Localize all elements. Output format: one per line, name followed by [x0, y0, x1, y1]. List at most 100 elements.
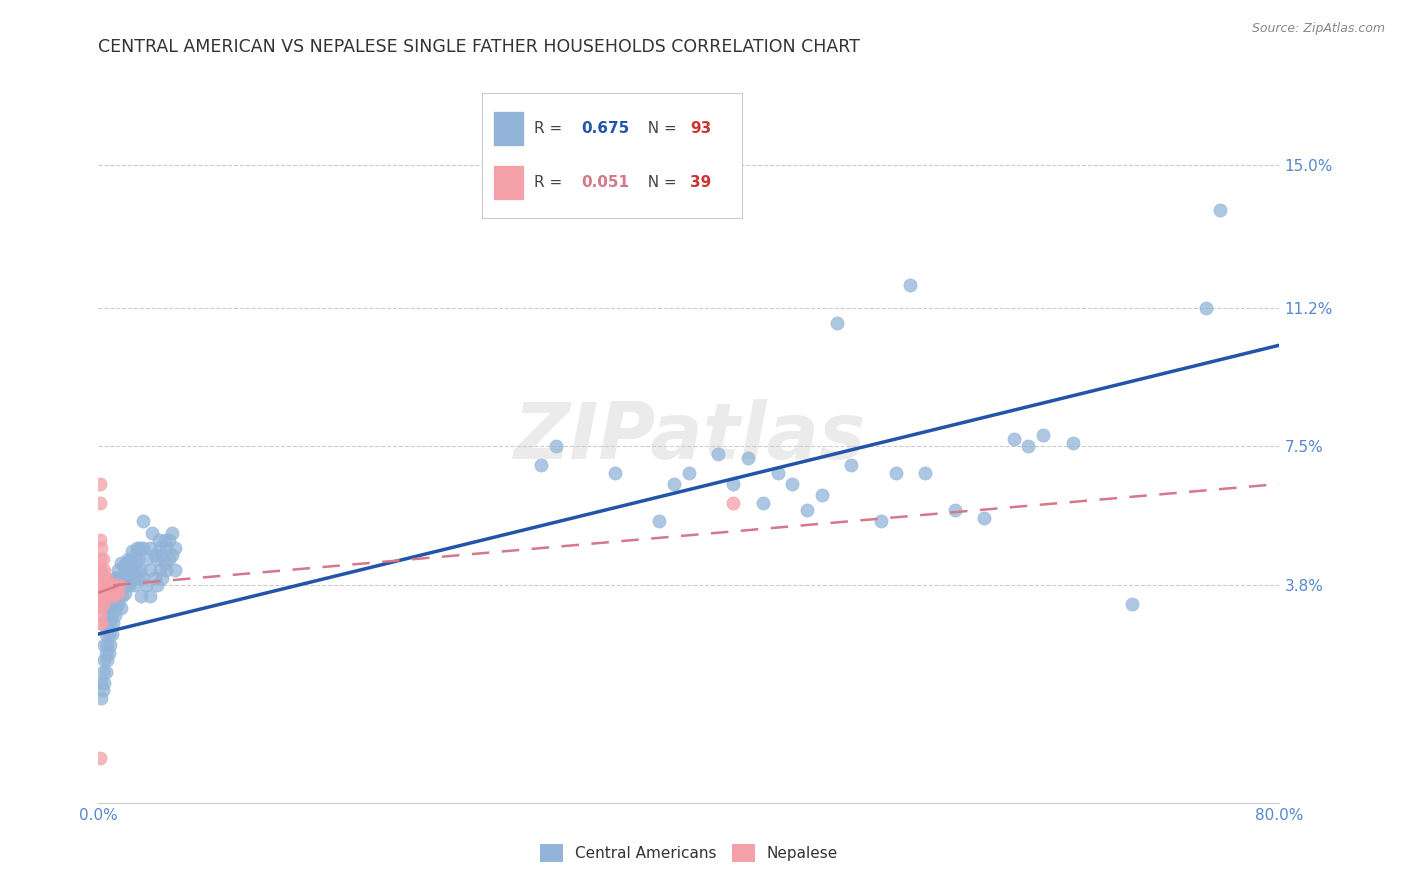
- Point: [149, 541, 172, 555]
- Point: [117, 571, 139, 585]
- Point: [93, 578, 115, 592]
- Point: [96, 638, 118, 652]
- Point: [111, 571, 134, 585]
- Point: [1018, 440, 1040, 454]
- Point: [900, 278, 922, 293]
- Point: [89, 477, 111, 491]
- Point: [841, 458, 863, 473]
- Point: [766, 466, 789, 480]
- Point: [103, 578, 125, 592]
- Point: [605, 466, 627, 480]
- Point: [155, 563, 177, 577]
- Point: [93, 638, 115, 652]
- Point: [1121, 597, 1143, 611]
- Point: [128, 541, 150, 555]
- Point: [103, 615, 125, 630]
- Point: [100, 608, 122, 623]
- Point: [98, 578, 121, 592]
- Point: [546, 440, 568, 454]
- Point: [110, 600, 132, 615]
- Point: [90, 690, 112, 705]
- Point: [107, 563, 129, 577]
- Point: [104, 571, 127, 585]
- Point: [89, 751, 111, 765]
- Point: [105, 586, 128, 600]
- Point: [100, 590, 122, 604]
- Point: [810, 488, 832, 502]
- Point: [135, 578, 157, 592]
- Point: [132, 571, 155, 585]
- Point: [146, 578, 169, 592]
- Point: [100, 586, 122, 600]
- Point: [91, 586, 114, 600]
- Point: [90, 590, 112, 604]
- Point: [157, 533, 180, 548]
- Point: [120, 552, 142, 566]
- Point: [115, 556, 138, 570]
- Point: [143, 548, 166, 562]
- Point: [125, 541, 148, 555]
- Point: [146, 552, 169, 566]
- Point: [127, 571, 149, 585]
- Point: [90, 600, 112, 615]
- Text: Source: ZipAtlas.com: Source: ZipAtlas.com: [1251, 22, 1385, 36]
- Point: [124, 548, 146, 562]
- Point: [678, 466, 700, 480]
- Point: [943, 503, 966, 517]
- Point: [89, 578, 111, 592]
- Point: [91, 665, 114, 679]
- Point: [129, 590, 152, 604]
- Point: [132, 541, 155, 555]
- Point: [90, 541, 112, 555]
- Point: [89, 615, 111, 630]
- Point: [91, 597, 114, 611]
- Point: [103, 597, 125, 611]
- Point: [165, 541, 187, 555]
- Point: [111, 590, 134, 604]
- Point: [135, 552, 157, 566]
- Point: [125, 563, 148, 577]
- Point: [98, 638, 121, 652]
- Point: [752, 496, 775, 510]
- Point: [97, 608, 120, 623]
- Point: [150, 571, 173, 585]
- Point: [100, 627, 122, 641]
- Point: [139, 541, 162, 555]
- Point: [139, 563, 162, 577]
- Point: [93, 675, 115, 690]
- Point: [1195, 301, 1218, 315]
- Point: [90, 578, 112, 592]
- Point: [96, 615, 118, 630]
- Point: [91, 683, 114, 698]
- Point: [107, 597, 129, 611]
- Point: [96, 653, 118, 667]
- Point: [796, 503, 818, 517]
- Point: [112, 578, 135, 592]
- Point: [94, 571, 117, 585]
- Point: [121, 563, 143, 577]
- Text: CENTRAL AMERICAN VS NEPALESE SINGLE FATHER HOUSEHOLDS CORRELATION CHART: CENTRAL AMERICAN VS NEPALESE SINGLE FATH…: [98, 38, 860, 56]
- Point: [97, 646, 120, 660]
- Point: [98, 615, 121, 630]
- Point: [93, 590, 115, 604]
- Point: [104, 590, 127, 604]
- Point: [96, 578, 118, 592]
- Point: [114, 586, 136, 600]
- Point: [89, 563, 111, 577]
- Point: [118, 559, 141, 574]
- Point: [110, 556, 132, 570]
- Point: [782, 477, 804, 491]
- Point: [157, 552, 180, 566]
- Point: [103, 578, 125, 592]
- Point: [89, 608, 111, 623]
- Point: [112, 559, 135, 574]
- Point: [91, 552, 114, 566]
- Point: [165, 563, 187, 577]
- Point: [94, 627, 117, 641]
- Point: [110, 578, 132, 592]
- Point: [117, 552, 139, 566]
- Point: [723, 477, 745, 491]
- Point: [91, 571, 114, 585]
- Point: [97, 586, 120, 600]
- Point: [89, 597, 111, 611]
